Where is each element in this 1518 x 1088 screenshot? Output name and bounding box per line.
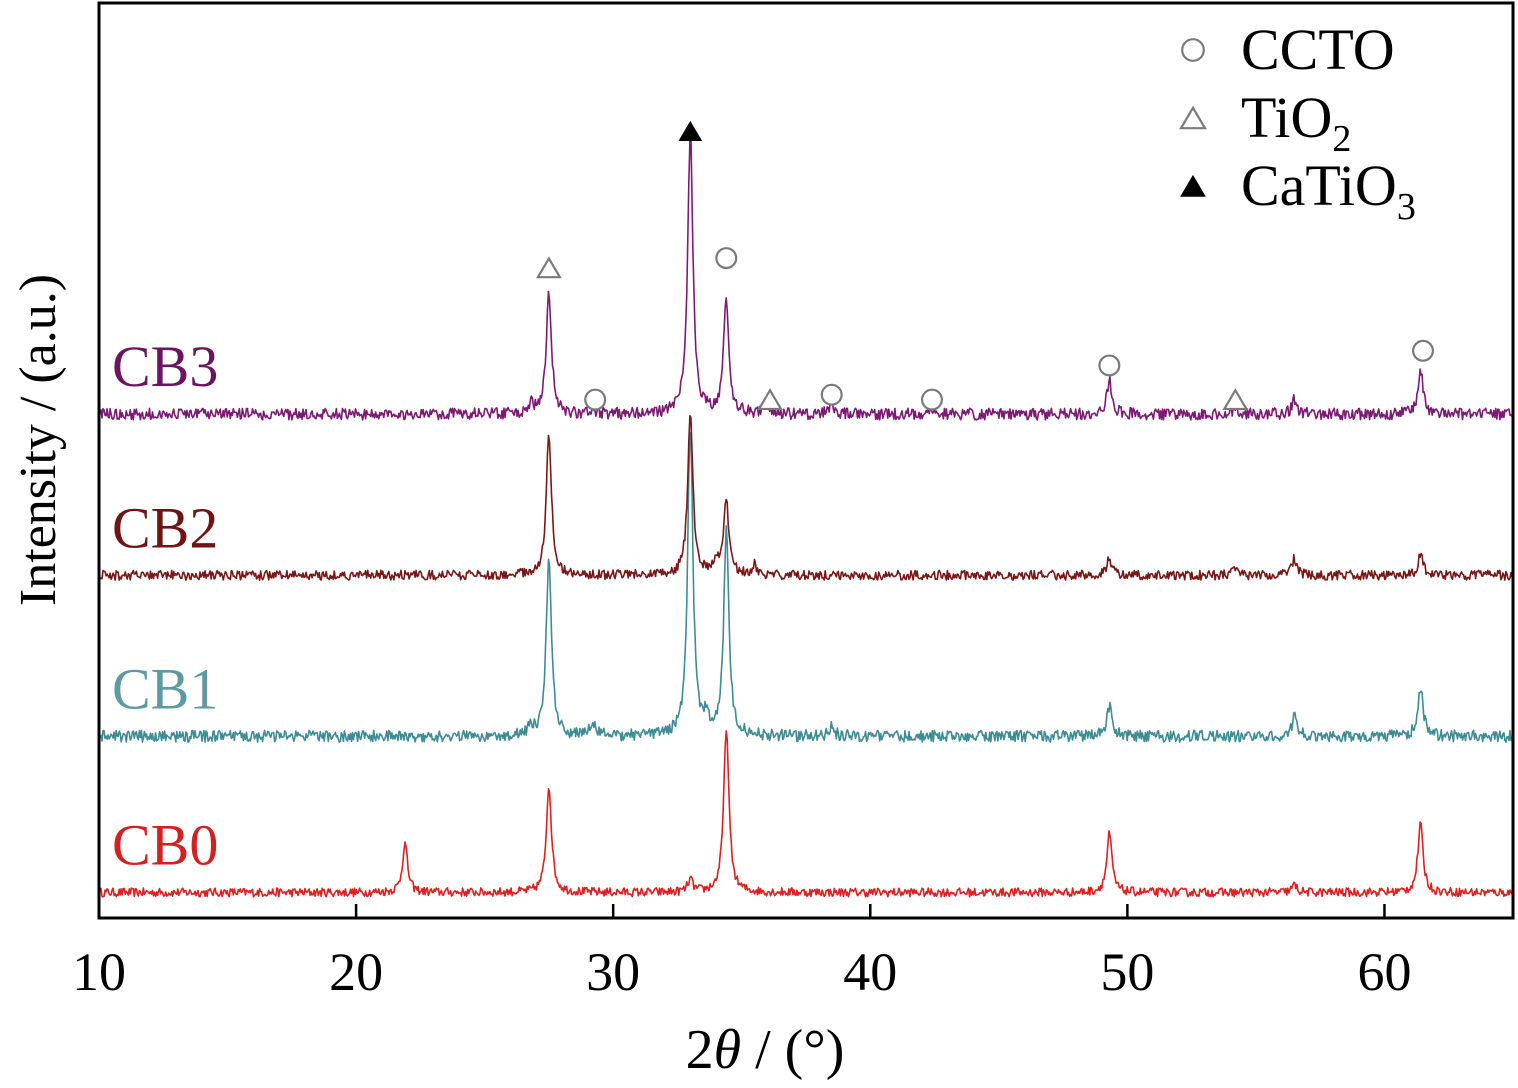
peak-marker-open-triangle xyxy=(757,388,783,411)
legend-marker-open-triangle xyxy=(1179,105,1207,130)
x-tick-label-40: 40 xyxy=(843,942,897,1002)
legend-label: TiO2 xyxy=(1241,85,1351,160)
x-axis-label-unit: / (°) xyxy=(741,1019,844,1081)
series-line-cb2 xyxy=(98,414,1514,581)
x-tick-label-10: 10 xyxy=(72,942,126,1002)
legend-marker-filled-triangle xyxy=(1180,174,1206,197)
x-tick-label-20: 20 xyxy=(329,942,383,1002)
peak-marker-filled-triangle xyxy=(678,120,703,142)
peak-marker-open-circle xyxy=(1098,354,1121,377)
legend-label: CCTO xyxy=(1241,17,1395,82)
series-labels: CB0 CB1 CB2 CB3 xyxy=(112,334,218,877)
series-label-cb3: CB3 xyxy=(112,334,218,399)
series-line-cb3 xyxy=(98,132,1514,421)
x-axis-label: 2θ / (°) xyxy=(686,1019,845,1081)
legend-label: CaTiO3 xyxy=(1241,153,1416,228)
peak-marker-open-circle xyxy=(1412,339,1435,362)
x-axis-label-variable: θ xyxy=(714,1019,742,1081)
plot-frame xyxy=(97,1,1515,920)
series-label-cb2: CB2 xyxy=(112,495,218,560)
x-tick-label-50: 50 xyxy=(1100,942,1154,1002)
peak-marker-open-circle xyxy=(715,247,738,270)
x-axis-ticks: 10 20 30 40 50 60 xyxy=(72,904,1411,1002)
series-label-cb0: CB0 xyxy=(112,812,218,877)
legend-marker-open-circle xyxy=(1181,38,1205,62)
x-tick-label-30: 30 xyxy=(586,942,640,1002)
peak-marker-open-circle xyxy=(584,388,607,411)
peak-marker-open-circle xyxy=(920,388,943,411)
series-line-cb1 xyxy=(98,431,1514,743)
peak-marker-open-circle xyxy=(820,383,843,406)
y-axis-label: Intensity / (a.u.) xyxy=(10,274,67,606)
peak-marker-open-triangle xyxy=(1222,388,1249,411)
annotation-layer xyxy=(535,120,1435,411)
x-tick-label-60: 60 xyxy=(1357,942,1411,1002)
series-layer xyxy=(98,132,1514,898)
series-line-cb0 xyxy=(98,730,1514,898)
x-axis-label-prefix: 2 xyxy=(686,1019,714,1081)
peak-marker-open-triangle xyxy=(535,256,562,279)
series-label-cb1: CB1 xyxy=(112,656,218,721)
